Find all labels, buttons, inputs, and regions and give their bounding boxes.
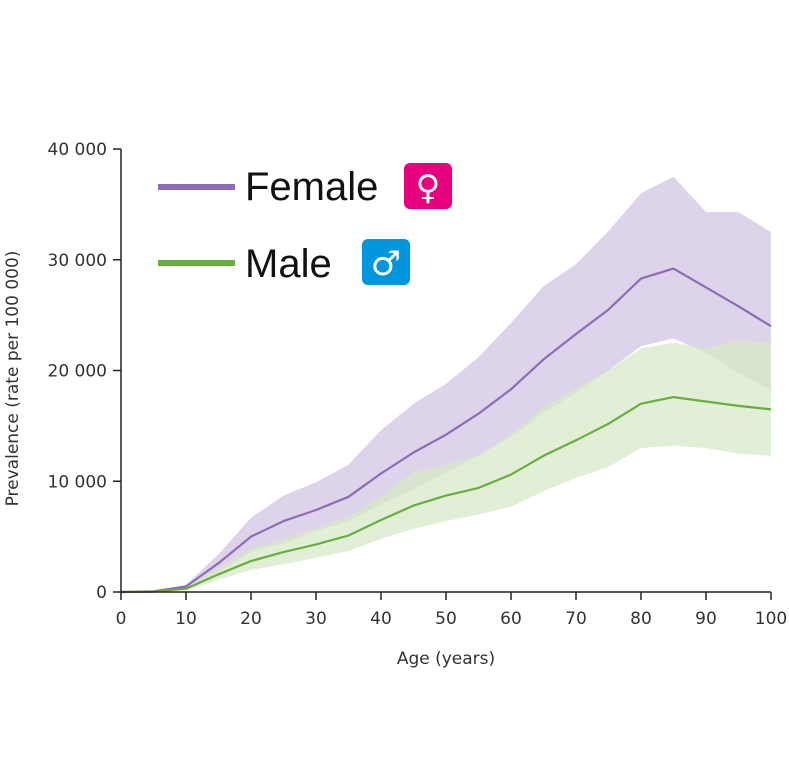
x-tick-label: 70 (565, 609, 587, 629)
y-tick-label: 10 000 (48, 472, 107, 492)
series-lines (120, 267, 772, 594)
female-symbol-icon: ♀ (416, 168, 441, 208)
confidence-bands (121, 176, 771, 592)
legend-label-female: Female (245, 165, 378, 209)
x-tick-label: 50 (435, 609, 457, 629)
x-tick-label: 30 (305, 609, 327, 629)
line-female (120, 267, 772, 594)
x-tick-label: 10 (175, 609, 197, 629)
x-axis-title: Age (years) (397, 649, 495, 669)
legend: Female ♀ Male ♂ (158, 163, 452, 286)
x-tick-label: 100 (755, 609, 787, 629)
legend-item-female: Female ♀ (158, 163, 452, 209)
y-axis-title: Prevalence (rate per 100 000) (3, 251, 23, 507)
legend-item-male: Male ♂ (158, 239, 410, 286)
x-tick-label: 0 (116, 609, 127, 629)
legend-label-male: Male (245, 242, 332, 286)
x-tick-label: 90 (695, 609, 717, 629)
y-tick-label: 0 (96, 583, 107, 603)
line-male (120, 396, 772, 594)
x-tick-label: 80 (630, 609, 652, 629)
y-tick-label: 30 000 (48, 251, 107, 271)
band-female (121, 176, 771, 592)
ticks: 0 10 20 30 40 50 60 70 80 90 100 0 10 000 20 000 30 00… (48, 140, 788, 629)
male-symbol-icon: ♂ (371, 244, 401, 284)
y-tick-label: 20 000 (48, 362, 107, 382)
band-male (121, 339, 771, 592)
x-tick-label: 20 (240, 609, 262, 629)
x-tick-label: 40 (370, 609, 392, 629)
female-symbol-badge (404, 163, 452, 209)
x-tick-label: 60 (500, 609, 522, 629)
male-symbol-badge (362, 239, 410, 285)
y-tick-label: 40 000 (48, 140, 107, 160)
